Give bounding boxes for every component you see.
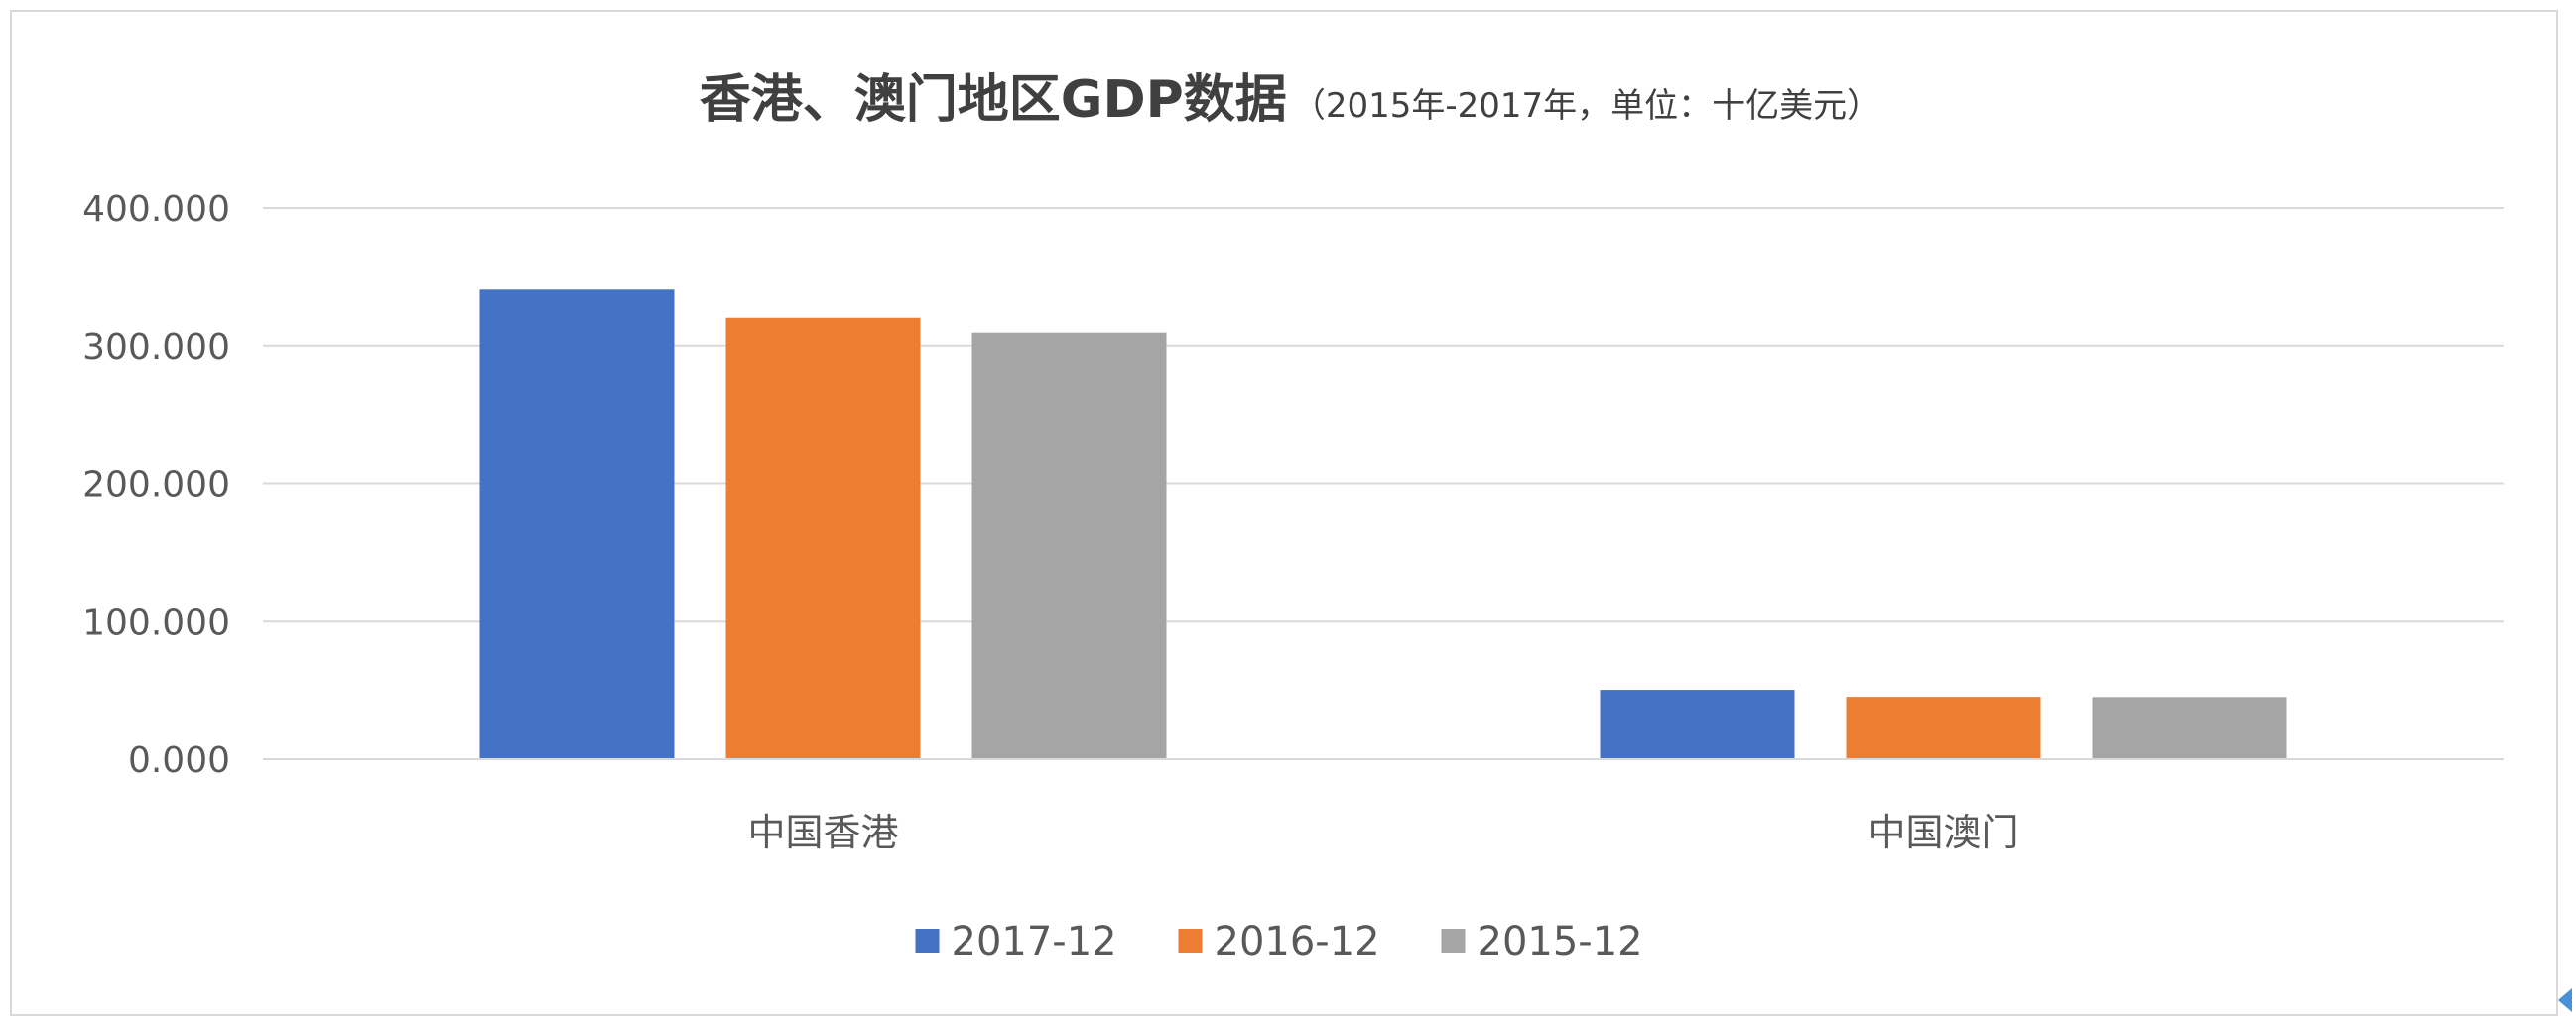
legend-label: 2016-12 bbox=[1215, 919, 1380, 964]
legend-swatch bbox=[1441, 929, 1466, 953]
legend-swatch bbox=[915, 929, 940, 953]
bar-2015-12-1[interactable] bbox=[2092, 697, 2287, 759]
bar-2015-12-0[interactable] bbox=[971, 332, 1167, 759]
legend-label: 2015-12 bbox=[1478, 919, 1643, 964]
legend-label: 2017-12 bbox=[952, 919, 1117, 964]
axes: 0.000 100.000 200.000 300.000 400.000 中国香港 中国澳… bbox=[82, 190, 2504, 854]
legend-item-2017-12[interactable]: 2017-12 bbox=[915, 919, 1117, 964]
y-tick-label: 200.000 bbox=[82, 465, 230, 506]
chart-frame bbox=[10, 10, 2558, 1016]
legend: 2017-12 2016-12 2015-12 bbox=[915, 919, 1643, 964]
resize-handle-icon[interactable] bbox=[2558, 988, 2572, 1012]
chart-title: 香港、澳门地区GDP数据 （2015年-2017年，单位：十亿美元） bbox=[700, 70, 1880, 130]
x-tick-label: 中国澳门 bbox=[1868, 811, 2018, 854]
x-tick-label: 中国香港 bbox=[747, 811, 898, 854]
legend-item-2016-12[interactable]: 2016-12 bbox=[1178, 919, 1380, 964]
bar-2017-12-1[interactable] bbox=[1600, 690, 1795, 759]
chart-title-sub: （2015年-2017年，单位：十亿美元） bbox=[1292, 86, 1880, 126]
y-tick-label: 100.000 bbox=[82, 602, 230, 643]
chart-title-main: 香港、澳门地区GDP数据 bbox=[700, 70, 1287, 130]
legend-swatch bbox=[1178, 929, 1203, 953]
y-tick-label: 0.000 bbox=[128, 740, 230, 781]
bar-2016-12-0[interactable] bbox=[725, 317, 921, 759]
legend-item-2015-12[interactable]: 2015-12 bbox=[1441, 919, 1643, 964]
y-tick-label: 300.000 bbox=[82, 327, 230, 368]
bars bbox=[479, 289, 2287, 759]
y-tick-label: 400.000 bbox=[82, 190, 230, 230]
bar-2017-12-0[interactable] bbox=[479, 289, 675, 759]
bar-2016-12-1[interactable] bbox=[1846, 697, 2041, 759]
